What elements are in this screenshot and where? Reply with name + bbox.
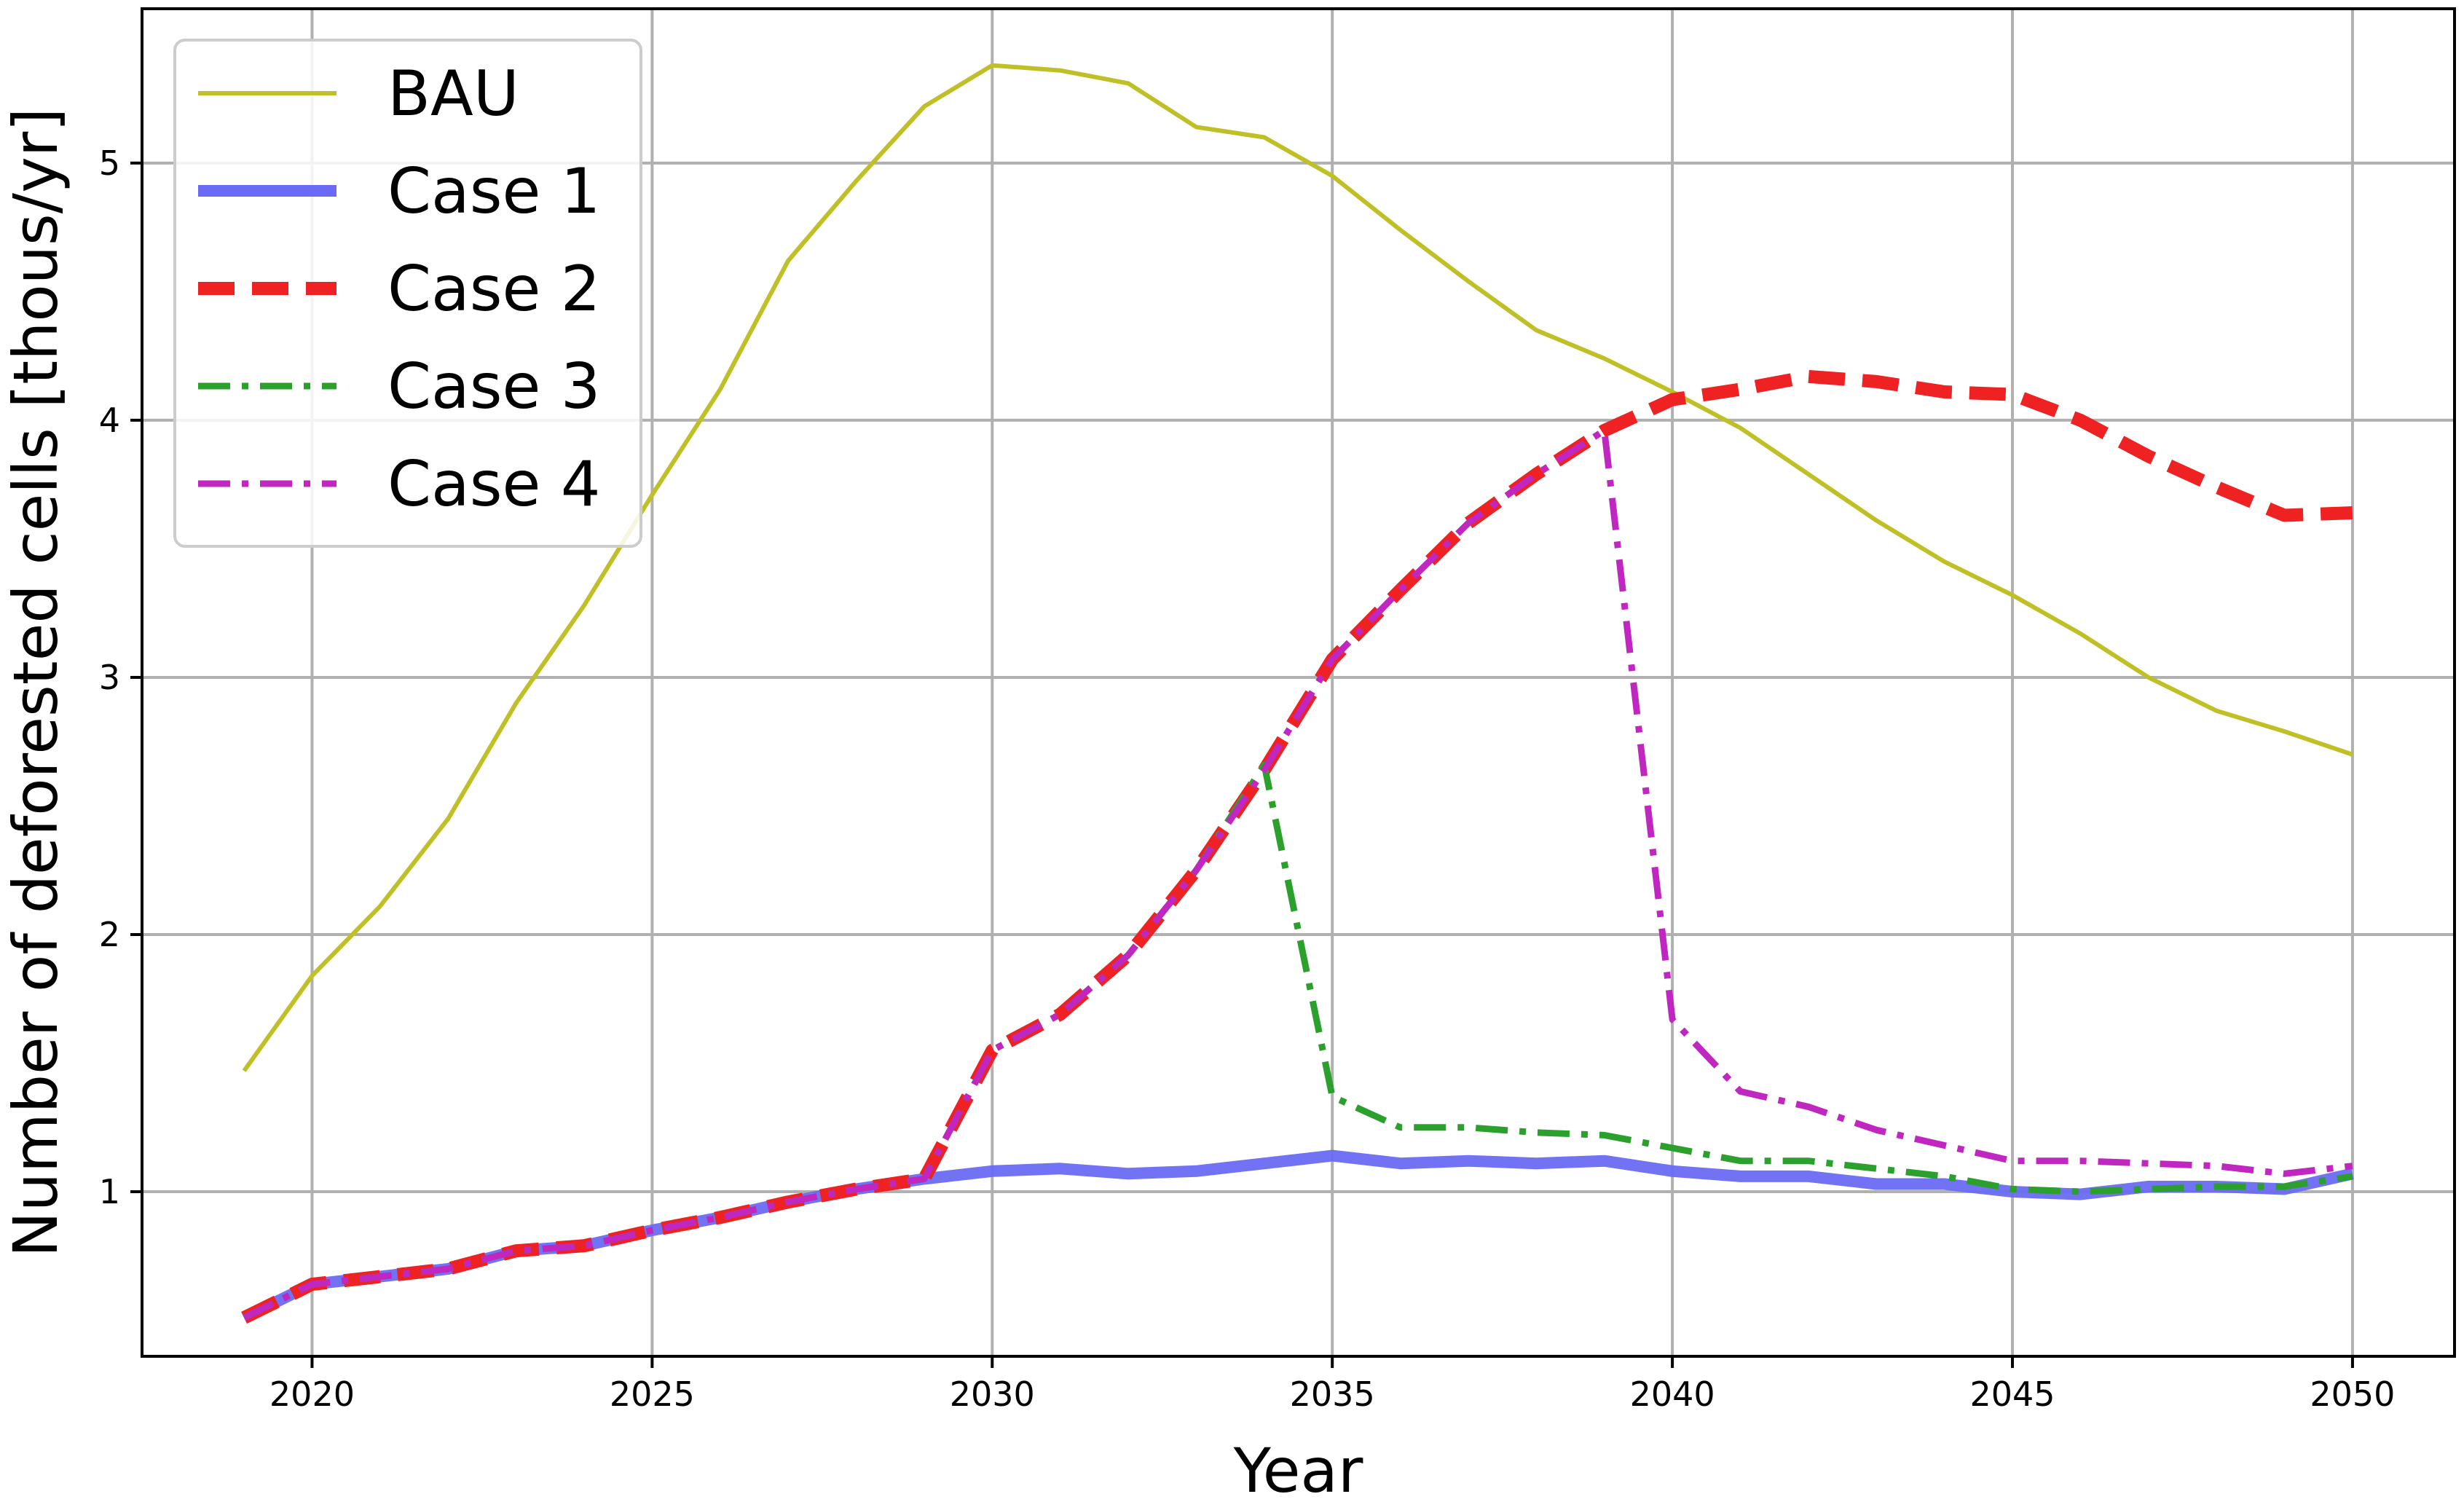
legend-item: Case 3 (198, 350, 601, 423)
y-axis-title: Number of deforested cells [thous/yr] (0, 108, 71, 1257)
legend-item: Case 4 (198, 448, 601, 521)
axis-ticks: 2020 2025 2030 2035 2040 2045 2050 1 2 3 4 5 (99, 143, 2396, 1414)
x-tick-label: 2025 (610, 1375, 695, 1414)
x-tick-label: 2045 (1969, 1375, 2055, 1414)
x-axis-title: Year (1233, 1435, 1363, 1506)
legend-label: Case 4 (387, 448, 601, 521)
x-tick-label: 2040 (1630, 1375, 1715, 1414)
y-tick-label: 2 (99, 915, 120, 954)
series-line-case-4 (243, 427, 2353, 1321)
grid (142, 9, 2455, 1356)
plot-frame (141, 7, 2456, 1358)
y-tick-label: 5 (99, 143, 120, 183)
series-line-bau (242, 63, 2353, 1072)
legend-item: BAU (198, 58, 519, 130)
legend-label: Case 3 (387, 350, 601, 423)
series-line-case-1 (241, 1149, 2354, 1324)
legend-label: BAU (387, 58, 519, 130)
legend-items: BAU Case 1 Case 2 Case 3 Case 4 (198, 58, 601, 521)
legend: BAU Case 1 Case 2 Case 3 Case 4 (173, 39, 642, 548)
y-tick-label: 1 (99, 1172, 120, 1211)
y-tick-label: 4 (99, 401, 120, 440)
legend-item: Case 1 (198, 155, 601, 228)
x-tick-label: 2050 (2310, 1375, 2395, 1414)
x-tick-label: 2030 (950, 1375, 1035, 1414)
y-tick-label: 3 (99, 658, 120, 697)
series-lines (241, 63, 2354, 1324)
legend-box (173, 39, 642, 548)
legend-label: Case 2 (387, 253, 601, 326)
legend-label: Case 1 (387, 155, 601, 228)
x-tick-label: 2020 (269, 1375, 355, 1414)
x-tick-label: 2035 (1290, 1375, 1375, 1414)
legend-item: Case 2 (198, 253, 601, 326)
